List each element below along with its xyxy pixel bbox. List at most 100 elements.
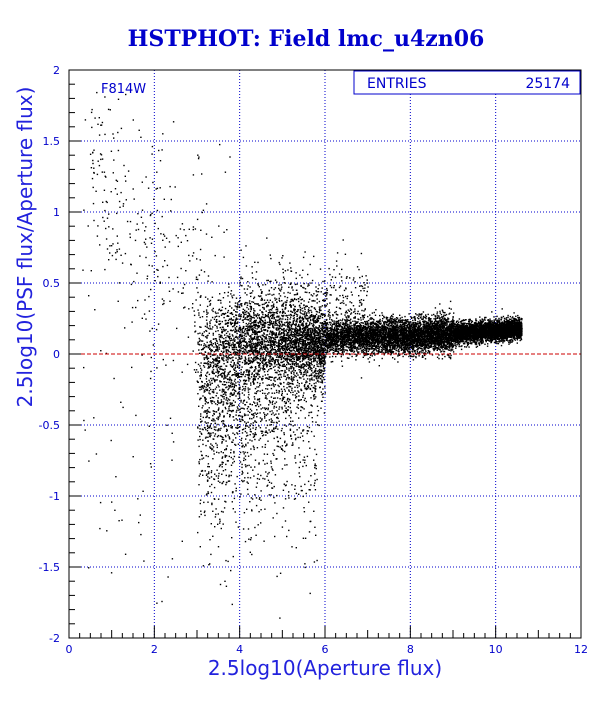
data-point [493, 341, 496, 344]
data-point [266, 334, 269, 336]
data-point [370, 348, 372, 350]
data-point [364, 354, 367, 356]
data-point [307, 310, 310, 313]
data-point [311, 313, 313, 316]
data-point [296, 334, 298, 337]
data-point [205, 354, 208, 357]
data-point [273, 318, 275, 320]
data-point [400, 319, 402, 321]
data-point [397, 322, 399, 324]
data-point [362, 356, 364, 358]
data-point [378, 329, 380, 331]
data-point [236, 325, 238, 328]
data-point [340, 322, 342, 324]
data-point [310, 333, 312, 335]
data-point [436, 320, 438, 323]
data-point [218, 361, 221, 363]
data-point [250, 376, 253, 378]
data-point [220, 314, 223, 316]
data-point [290, 324, 293, 326]
data-point [381, 326, 383, 328]
data-point [234, 331, 236, 333]
data-point [394, 347, 396, 349]
data-point [329, 324, 332, 326]
data-point [231, 313, 234, 316]
data-point [297, 330, 299, 332]
data-point [263, 326, 266, 328]
data-point [303, 331, 305, 334]
data-point [333, 320, 335, 322]
data-point [295, 331, 297, 334]
data-point [269, 319, 271, 322]
data-point [277, 310, 279, 312]
data-point [414, 340, 416, 342]
data-point [219, 326, 221, 329]
data-point [407, 349, 409, 351]
data-point [439, 312, 441, 314]
data-point [511, 319, 514, 322]
data-point [495, 340, 497, 342]
data-point [233, 316, 235, 318]
data-point [371, 348, 373, 350]
data-point [377, 345, 380, 348]
data-point [358, 322, 361, 325]
data-point [274, 338, 277, 341]
data-point [446, 354, 449, 356]
data-point [211, 296, 214, 298]
data-point [436, 339, 438, 342]
data-point [346, 318, 348, 321]
data-point [341, 365, 344, 367]
data-point [496, 342, 498, 345]
data-point [404, 345, 407, 347]
data-point [355, 327, 357, 329]
data-point [305, 331, 307, 333]
data-point [307, 339, 310, 341]
data-point [227, 342, 230, 344]
data-point [308, 292, 311, 294]
data-point [430, 340, 433, 342]
data-point [393, 332, 396, 335]
data-point [237, 338, 239, 340]
data-point [353, 339, 355, 341]
data-point [275, 312, 277, 314]
data-point [325, 326, 327, 329]
data-point [311, 328, 313, 330]
data-point [259, 320, 261, 322]
data-point [206, 335, 208, 337]
data-point [244, 309, 246, 312]
data-point [235, 314, 237, 316]
data-point [223, 292, 226, 294]
data-point [449, 312, 451, 314]
data-point [354, 316, 356, 318]
data-point [514, 339, 516, 341]
data-point [392, 334, 394, 336]
data-point [312, 340, 315, 342]
data-point [427, 349, 430, 352]
data-point [316, 298, 318, 300]
data-point [433, 338, 435, 340]
data-point [436, 325, 439, 327]
data-point [423, 352, 425, 354]
data-point [424, 358, 427, 360]
data-point [446, 343, 449, 345]
data-point [395, 317, 398, 319]
data-point [355, 321, 357, 323]
data-point [321, 287, 323, 289]
data-point [317, 356, 319, 358]
data-point [205, 309, 208, 311]
data-point [499, 336, 502, 338]
data-point [288, 321, 291, 323]
data-point [234, 336, 237, 338]
data-point [357, 339, 360, 341]
data-point [220, 334, 222, 336]
data-point [295, 333, 297, 335]
data-point [436, 311, 439, 313]
data-point [340, 354, 343, 356]
data-point [323, 300, 325, 302]
data-point [305, 347, 307, 349]
data-point [310, 384, 313, 387]
data-point [415, 356, 417, 359]
data-point [400, 335, 402, 337]
data-point [323, 349, 325, 351]
data-point [420, 348, 423, 350]
